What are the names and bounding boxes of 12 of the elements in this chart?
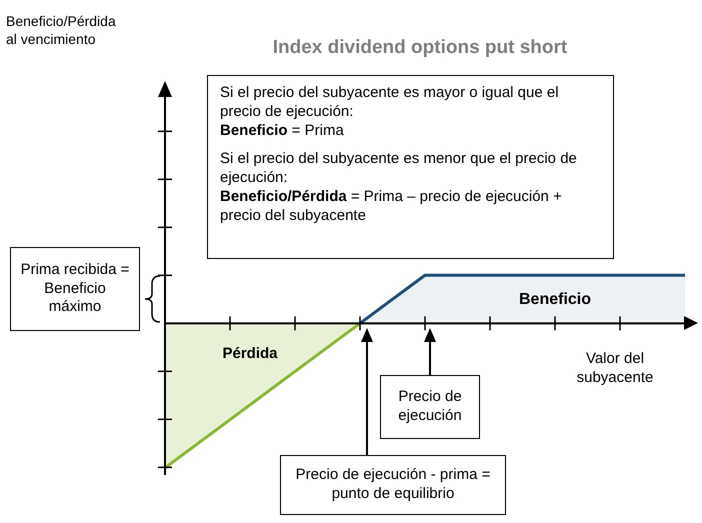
chart-title: Index dividend options put short [272, 36, 568, 60]
text: Beneficio/Pérdida al vencimiento [6, 12, 117, 48]
text: Beneficio/Pérdida = Prima – precio de ejecución + precio del subyacente [220, 188, 563, 226]
text: Beneficio = Prima [220, 122, 345, 140]
annotation: Precio de ejecución [380, 375, 480, 439]
text: Si el precio del subyacente es menor que el precio de ejecución: [220, 150, 578, 188]
annotation: Pérdida [221, 345, 279, 364]
text: Prima recibida = Beneficio máximo [10, 247, 140, 331]
x-axis-title: Valor del subyacente [576, 350, 654, 388]
annotation: Beneficio [518, 290, 592, 310]
annotation: Precio de ejecución - prima = punto de equilibrio [280, 455, 506, 515]
text: Si el precio del subyacente es mayor o igual que el precio de ejecución: [220, 84, 560, 122]
